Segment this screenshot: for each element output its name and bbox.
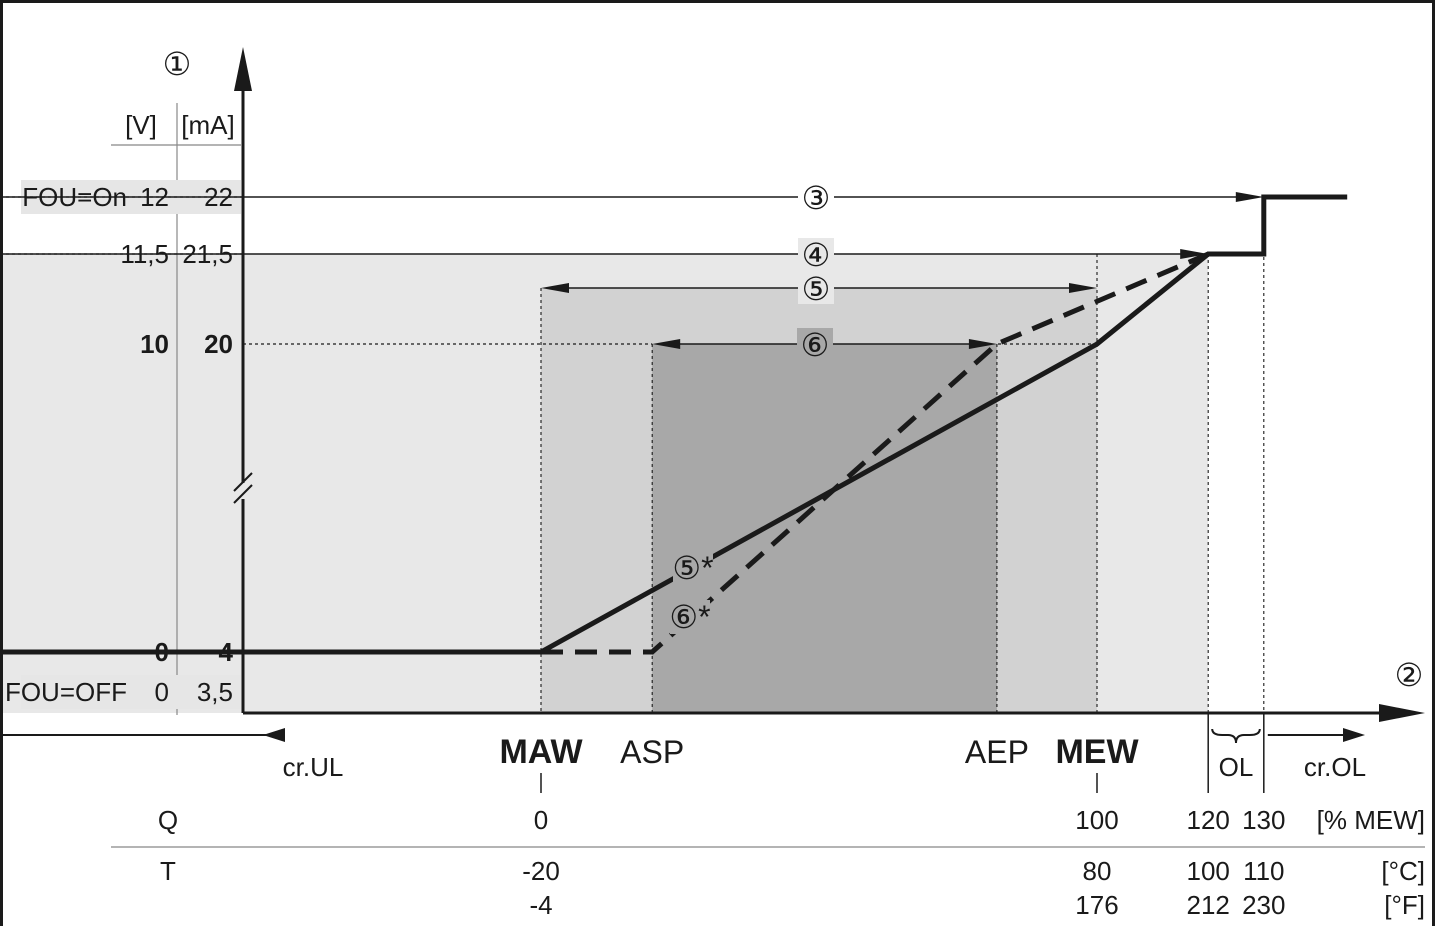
x-marker-asp: ASP bbox=[620, 734, 684, 770]
axis-break-mark bbox=[233, 472, 253, 492]
span-label: ④ bbox=[802, 237, 831, 273]
table-cell: -20 bbox=[522, 856, 560, 886]
series-line-solid bbox=[3, 194, 1348, 655]
span-label: ⑤ bbox=[802, 271, 831, 307]
y-axis-marker: ① bbox=[163, 46, 192, 82]
x-axis-arrow bbox=[1379, 704, 1425, 722]
table-cell: 120 bbox=[1187, 805, 1230, 835]
table-cell: 100 bbox=[1075, 805, 1118, 835]
table-cell: 176 bbox=[1075, 890, 1118, 920]
table-cell: 80 bbox=[1083, 856, 1112, 886]
table-cell: 230 bbox=[1242, 890, 1285, 920]
x-marker-mew: MEW bbox=[1055, 733, 1139, 771]
span-label-bg bbox=[798, 272, 834, 304]
table-cell: 0 bbox=[534, 805, 548, 835]
span-arrowhead bbox=[1235, 192, 1264, 202]
table-unit: [% MEW] bbox=[1317, 805, 1425, 835]
ranges: cr.ULULOLcr.OL bbox=[3, 713, 1366, 793]
x-marker-aep: AEP bbox=[965, 734, 1029, 770]
table-row-label: T bbox=[160, 856, 176, 886]
span-label-bg bbox=[798, 181, 834, 213]
value-table: Q-130-1200100120130[% MEW]T-50-40-208010… bbox=[111, 805, 1425, 920]
span-arrows: ③ ④⑤ ⑥ bbox=[3, 180, 1264, 363]
span-arrow: ③ bbox=[3, 180, 1264, 216]
y-unit-milliamp: [mA] bbox=[181, 110, 234, 140]
range-arrowhead bbox=[1343, 728, 1365, 742]
span-arrowhead bbox=[652, 339, 681, 349]
table-cell: -4 bbox=[529, 890, 552, 920]
series-label-dashed: ⑥* bbox=[669, 599, 710, 635]
zones bbox=[3, 254, 1209, 713]
span-arrow: ⑥ bbox=[652, 327, 997, 363]
span-arrowhead bbox=[968, 339, 997, 349]
range-arrowhead bbox=[263, 728, 285, 742]
axes: ② bbox=[233, 47, 1425, 722]
series-label-bg bbox=[670, 600, 710, 634]
y-level-ma: 20 bbox=[204, 329, 233, 359]
y-level-ma: 3,5 bbox=[197, 677, 233, 707]
zone-range-6 bbox=[652, 344, 997, 713]
span-label-bg bbox=[798, 238, 834, 270]
span-arrow: ⑤ bbox=[541, 271, 1097, 307]
range-label-cr-ol: cr.OL bbox=[1304, 752, 1366, 782]
span-arrowhead bbox=[1180, 249, 1209, 259]
series-label-bg bbox=[673, 551, 713, 585]
y-unit-volt: [V] bbox=[125, 110, 157, 140]
span-label: ③ bbox=[802, 180, 831, 216]
range-label-cr-ul: cr.UL bbox=[283, 752, 344, 782]
axis-break-mark bbox=[233, 484, 253, 504]
table-cell: 100 bbox=[1187, 856, 1230, 886]
span-arrowhead bbox=[1069, 283, 1097, 293]
table-cell: 110 bbox=[1243, 856, 1284, 886]
y-level-prefix: FOU=OFF bbox=[5, 677, 127, 707]
y-level-shade bbox=[21, 675, 241, 709]
y-level-volt: 10 bbox=[140, 329, 169, 359]
table-row-label: Q bbox=[158, 805, 178, 835]
series-line-dashed bbox=[541, 251, 1210, 655]
table-cell: 212 bbox=[1187, 890, 1230, 920]
y-level-volt: 0 bbox=[155, 677, 169, 707]
span-arrowhead bbox=[541, 283, 569, 293]
x-axis-marker: ② bbox=[1395, 657, 1424, 693]
table-cell: 130 bbox=[1242, 805, 1285, 835]
table-unit: [°F] bbox=[1384, 890, 1425, 920]
span-label-bg bbox=[797, 328, 833, 360]
x-marker-maw: MAW bbox=[499, 733, 583, 771]
range-brace bbox=[1211, 728, 1261, 744]
span-label: ⑥ bbox=[801, 327, 830, 363]
range-label-ol: OL bbox=[1219, 752, 1254, 782]
series-label-solid: ⑤* bbox=[672, 550, 713, 586]
span-arrow: ④ bbox=[3, 237, 1209, 273]
x-markers: MAW ASP AEP MEW bbox=[499, 733, 1139, 793]
y-axis-arrow bbox=[234, 47, 252, 91]
table-unit: [°C] bbox=[1381, 856, 1425, 886]
